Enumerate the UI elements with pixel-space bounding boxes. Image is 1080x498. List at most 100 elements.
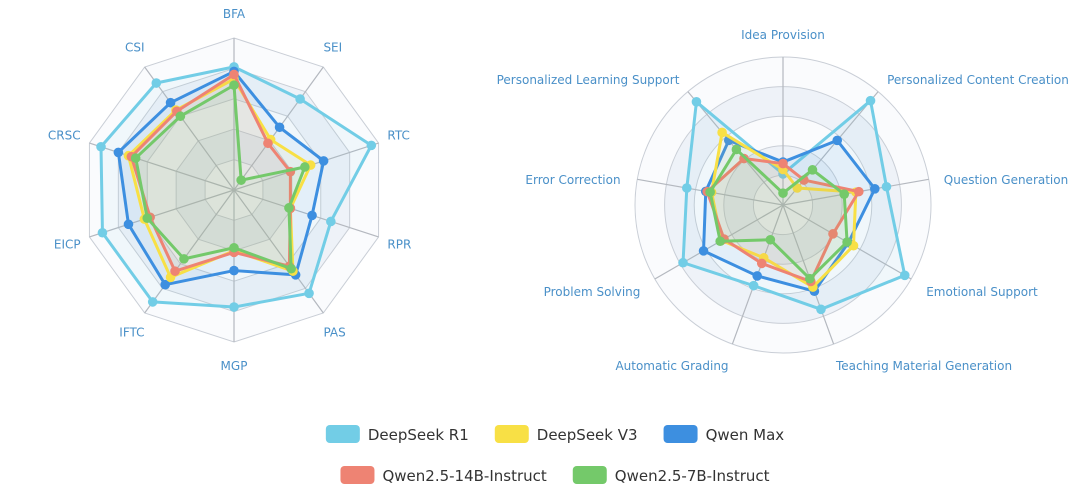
data-point bbox=[705, 187, 715, 197]
legend-swatch bbox=[494, 425, 529, 443]
legend: DeepSeek R1 DeepSeek V3 Qwen Max Qwen2.5-14… bbox=[325, 425, 785, 485]
axis-label-sei: SEI bbox=[323, 41, 342, 55]
series-qwen2-5-7b-instruct bbox=[705, 144, 852, 284]
data-point bbox=[236, 175, 246, 185]
data-point bbox=[828, 229, 838, 239]
data-point bbox=[113, 147, 124, 158]
data-point bbox=[286, 263, 296, 274]
data-point bbox=[899, 270, 910, 281]
legend-label: Qwen Max bbox=[706, 426, 785, 444]
series-qwen2-5-7b-instruct bbox=[130, 80, 310, 274]
axis-spoke bbox=[233, 189, 379, 238]
data-point bbox=[96, 141, 106, 152]
data-point bbox=[832, 135, 843, 146]
axis-label-iftc: IFTC bbox=[119, 325, 144, 339]
data-point bbox=[229, 265, 239, 276]
data-point bbox=[130, 153, 141, 163]
axis-label-bfa: BFA bbox=[223, 7, 246, 21]
data-point bbox=[147, 297, 158, 307]
data-point bbox=[160, 279, 171, 290]
axis-label-problem-solving: Problem Solving bbox=[544, 285, 641, 299]
data-point bbox=[284, 203, 294, 213]
data-point bbox=[865, 95, 876, 106]
data-point bbox=[274, 122, 285, 133]
data-point bbox=[179, 254, 189, 264]
legend-swatch bbox=[340, 466, 375, 484]
legend-label: Qwen2.5-7B-Instruct bbox=[615, 467, 770, 485]
data-point bbox=[816, 304, 826, 315]
data-point bbox=[778, 188, 788, 198]
data-point bbox=[229, 302, 239, 312]
data-point bbox=[366, 140, 377, 151]
axis-labels: Idea Provision Personalized Content Creat… bbox=[497, 28, 1069, 373]
axis-label-rtc: RTC bbox=[387, 129, 409, 143]
data-point bbox=[170, 266, 180, 276]
data-point bbox=[304, 288, 314, 299]
axis-spoke bbox=[144, 189, 235, 314]
axis-label-automatic-grading: Automatic Grading bbox=[615, 359, 728, 373]
data-point bbox=[300, 162, 310, 172]
legend-item-deepseek-r1[interactable]: DeepSeek R1 bbox=[325, 425, 469, 444]
legend-item-qwen2-5-7b-instruct[interactable]: Qwen2.5-7B-Instruct bbox=[572, 466, 770, 485]
data-point bbox=[175, 111, 186, 122]
data-point bbox=[715, 236, 725, 247]
radar-chart-right: Idea Provision Personalized Content Creat… bbox=[497, 28, 1069, 373]
data-point bbox=[326, 216, 336, 227]
axis-label-question-generation: Question Generation bbox=[944, 173, 1068, 187]
data-point bbox=[682, 183, 692, 193]
axis-label-csi: CSI bbox=[125, 41, 145, 55]
axis-spoke bbox=[144, 66, 235, 191]
data-point bbox=[678, 257, 688, 268]
data-point bbox=[807, 165, 818, 175]
legend-label: Qwen2.5-14B-Instruct bbox=[382, 467, 546, 485]
data-point bbox=[752, 271, 762, 281]
series-line bbox=[708, 147, 849, 281]
data-point bbox=[229, 80, 239, 90]
data-point bbox=[731, 144, 742, 155]
axis-labels: BFA SEI RTC RPR PAS MGP IFTC EICP CRSC CSI bbox=[48, 7, 411, 373]
data-point bbox=[123, 219, 134, 230]
legend-item-qwen2-5-14b-instruct[interactable]: Qwen2.5-14B-Instruct bbox=[340, 466, 547, 485]
legend-swatch bbox=[572, 466, 607, 484]
data-point bbox=[318, 156, 329, 166]
data-point bbox=[165, 97, 176, 108]
legend-swatch bbox=[325, 425, 360, 443]
axis-label-personalized-learning-support: Personalized Learning Support bbox=[497, 73, 680, 87]
data-point bbox=[307, 210, 317, 221]
data-point bbox=[229, 242, 239, 253]
data-point bbox=[778, 158, 788, 169]
legend-swatch bbox=[663, 425, 698, 443]
legend-item-deepseek-v3[interactable]: DeepSeek V3 bbox=[494, 425, 638, 444]
axis-label-rpr: RPR bbox=[387, 237, 411, 251]
data-point bbox=[853, 186, 864, 197]
data-point bbox=[295, 94, 305, 104]
radar-chart-left: BFA SEI RTC RPR PAS MGP IFTC EICP CRSC CSI bbox=[48, 7, 411, 373]
data-point bbox=[263, 138, 273, 149]
data-point bbox=[748, 280, 759, 291]
data-point bbox=[842, 237, 852, 247]
axis-label-emotional-support: Emotional Support bbox=[926, 285, 1038, 299]
axis-spoke bbox=[89, 189, 235, 238]
axis-label-crsc: CRSC bbox=[48, 129, 81, 143]
legend-label: DeepSeek R1 bbox=[368, 426, 469, 444]
data-point bbox=[151, 78, 162, 88]
axis-label-personalized-content-creation: Personalized Content Creation bbox=[887, 73, 1069, 87]
data-point bbox=[691, 97, 702, 107]
data-point bbox=[142, 213, 153, 223]
axis-label-mgp: MGP bbox=[221, 359, 248, 373]
data-point bbox=[765, 234, 776, 245]
data-point bbox=[756, 258, 767, 269]
data-point bbox=[717, 127, 727, 138]
data-point bbox=[839, 189, 850, 200]
data-point bbox=[97, 227, 108, 238]
data-point bbox=[229, 69, 239, 80]
axis-spoke bbox=[89, 142, 235, 191]
axis-label-idea-provision: Idea Provision bbox=[741, 28, 825, 42]
axis-label-error-correction: Error Correction bbox=[525, 173, 620, 187]
legend-item-qwen-max[interactable]: Qwen Max bbox=[663, 425, 785, 444]
axis-label-pas: PAS bbox=[323, 325, 345, 339]
data-point bbox=[698, 246, 709, 256]
data-point bbox=[881, 181, 892, 192]
axis-label-teaching-material-generation: Teaching Material Generation bbox=[835, 359, 1012, 373]
